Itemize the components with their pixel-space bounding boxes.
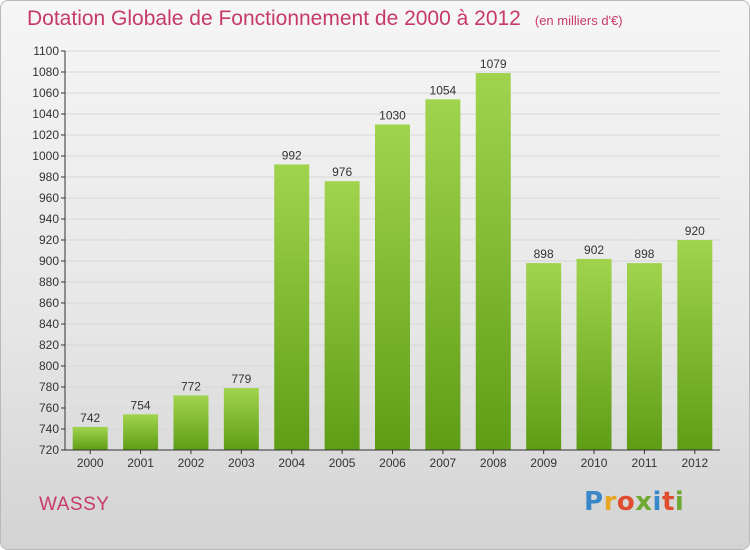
y-tick-label: 820 bbox=[39, 338, 59, 352]
y-tick-label: 1040 bbox=[32, 107, 59, 121]
logo-letter: t bbox=[661, 487, 675, 517]
bars bbox=[72, 73, 713, 451]
bar-2008 bbox=[475, 73, 511, 451]
x-tick-label: 2002 bbox=[178, 456, 205, 470]
commune-name: WASSY bbox=[39, 494, 110, 515]
y-tick-label: 960 bbox=[39, 191, 59, 205]
y-tick-label: 940 bbox=[39, 212, 59, 226]
value-label: 1079 bbox=[480, 57, 507, 71]
x-tick-label: 2003 bbox=[228, 456, 255, 470]
y-tick-label: 880 bbox=[39, 275, 59, 289]
x-tick-label: 2010 bbox=[581, 456, 608, 470]
value-label: 902 bbox=[584, 243, 604, 257]
x-tick-label: 2012 bbox=[681, 456, 708, 470]
bar-2007 bbox=[425, 99, 461, 451]
x-tick-label: 2001 bbox=[127, 456, 154, 470]
axes: 720 740 760 780 800 820 840 860 880 900 920 940 960 9… bbox=[32, 44, 720, 470]
bar-2005 bbox=[324, 181, 360, 450]
chart-title-text: Dotation Globale de Fonctionnement de 20… bbox=[27, 7, 521, 30]
value-label: 742 bbox=[80, 411, 100, 425]
bar-2000 bbox=[72, 426, 108, 450]
x-tick-label: 2008 bbox=[480, 456, 507, 470]
y-tick-label: 720 bbox=[39, 443, 59, 457]
y-tick-label: 860 bbox=[39, 296, 59, 310]
logo-letter: r bbox=[603, 487, 617, 517]
y-tick-label: 920 bbox=[39, 233, 59, 247]
bar-2003 bbox=[223, 388, 259, 450]
bar-2006 bbox=[375, 124, 410, 450]
value-label: 920 bbox=[685, 224, 705, 238]
y-tick-label: 1100 bbox=[33, 44, 59, 58]
value-label: 779 bbox=[231, 372, 251, 386]
value-label: 898 bbox=[634, 247, 654, 261]
bar-2009 bbox=[526, 263, 562, 450]
bar-2012 bbox=[677, 240, 713, 450]
x-tick-label: 2000 bbox=[77, 456, 104, 470]
y-tick-label: 740 bbox=[39, 422, 59, 436]
bar-2001 bbox=[123, 414, 159, 450]
y-tick-label: 1060 bbox=[32, 86, 59, 100]
value-label: 992 bbox=[282, 148, 302, 162]
y-tick-label: 1020 bbox=[32, 128, 59, 142]
logo-letter: i bbox=[674, 487, 685, 517]
logo-letter: P bbox=[584, 487, 604, 517]
proxiti-logo: Proxiti bbox=[584, 487, 684, 517]
unit-note: (en milliers d'€) bbox=[534, 13, 623, 28]
x-tick-label: 2011 bbox=[632, 456, 658, 470]
x-tick-label: 2004 bbox=[278, 456, 305, 470]
value-label: 754 bbox=[131, 398, 151, 412]
chart-title: Dotation Globale de Fonctionnement de 20… bbox=[27, 7, 623, 31]
y-tick-label: 800 bbox=[39, 359, 59, 373]
bar-2010 bbox=[576, 258, 612, 450]
y-tick-label: 840 bbox=[39, 317, 59, 331]
x-tick-label: 2009 bbox=[530, 456, 557, 470]
data-labels: 742 754 772 779 992 976 1030 1054 1079 898 902 898 9… bbox=[80, 57, 705, 425]
value-label: 772 bbox=[181, 379, 201, 393]
y-tick-label: 1080 bbox=[32, 65, 59, 79]
logo-letter: o bbox=[616, 487, 636, 517]
x-tick-label: 2006 bbox=[379, 456, 406, 470]
y-tick-label: 760 bbox=[39, 401, 59, 415]
bar-2004 bbox=[274, 164, 310, 450]
logo-letter: x bbox=[635, 487, 653, 517]
bar-2002 bbox=[173, 395, 209, 450]
bar-2011 bbox=[626, 263, 662, 450]
y-tick-label: 780 bbox=[39, 380, 59, 394]
y-tick-label: 1000 bbox=[32, 149, 59, 163]
value-label: 1030 bbox=[379, 109, 406, 123]
value-label: 1054 bbox=[430, 83, 457, 97]
x-tick-label: 2007 bbox=[430, 456, 457, 470]
y-tick-label: 980 bbox=[39, 170, 59, 184]
value-label: 976 bbox=[332, 165, 352, 179]
value-label: 898 bbox=[534, 247, 554, 261]
y-tick-label: 900 bbox=[39, 254, 59, 268]
x-tick-label: 2005 bbox=[329, 456, 356, 470]
logo-letter: i bbox=[652, 487, 662, 517]
